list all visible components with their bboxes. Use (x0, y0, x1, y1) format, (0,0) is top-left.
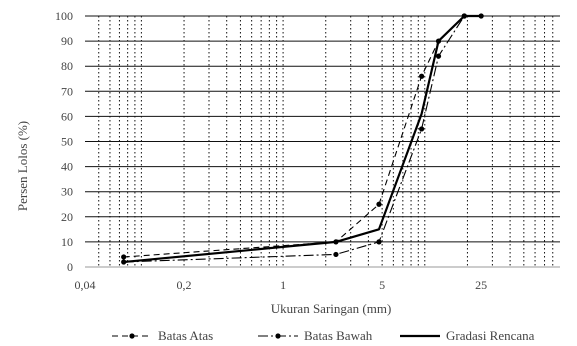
legend-swatch-marker (129, 333, 135, 339)
legend-swatch-marker (275, 333, 281, 339)
series-marker-1 (376, 239, 382, 245)
y-tick-label: 100 (55, 9, 73, 23)
y-tick-label: 60 (61, 109, 73, 123)
legend-label: Batas Atas (158, 328, 213, 343)
legend-label: Gradasi Rencana (446, 328, 535, 343)
x-tick-label: 25 (475, 278, 487, 292)
series-marker-0 (121, 254, 127, 260)
series-line-1 (123, 15, 482, 263)
x-axis-ticks: 0,04 0,2 1 5 25 (75, 278, 488, 292)
series-marker-1 (121, 259, 127, 265)
y-tick-label: 40 (61, 160, 73, 174)
series-marker-0 (419, 73, 425, 79)
y-axis-ticks: 0 10 20 30 40 50 60 70 80 90 100 (55, 9, 73, 274)
series-marker-1 (435, 53, 442, 59)
x-tick-label: 1 (280, 278, 286, 292)
x-axis-title: Ukuran Saringan (mm) (271, 301, 392, 316)
y-tick-label: 70 (61, 84, 73, 98)
grid (85, 15, 560, 268)
series-line-2 (123, 14, 482, 264)
series-marker-1 (419, 126, 425, 132)
series-marker-0 (376, 201, 382, 207)
y-tick-label: 30 (61, 185, 73, 199)
x-tick-label: 0,04 (75, 278, 96, 292)
y-tick-label: 50 (61, 135, 73, 149)
y-tick-label: 90 (61, 34, 73, 48)
y-tick-label: 80 (61, 59, 73, 73)
y-tick-label: 20 (61, 210, 73, 224)
y-axis-title: Persen Lolos (%) (15, 121, 30, 211)
x-tick-label: 0,2 (177, 278, 192, 292)
y-tick-label: 10 (61, 235, 73, 249)
y-tick-label: 0 (67, 260, 73, 274)
series-marker-1 (333, 251, 339, 258)
legend: Batas Atas Batas Bawah Gradasi Rencana (112, 328, 535, 343)
series-layer (121, 13, 484, 265)
x-tick-label: 5 (379, 278, 385, 292)
legend-label: Batas Bawah (304, 328, 373, 343)
